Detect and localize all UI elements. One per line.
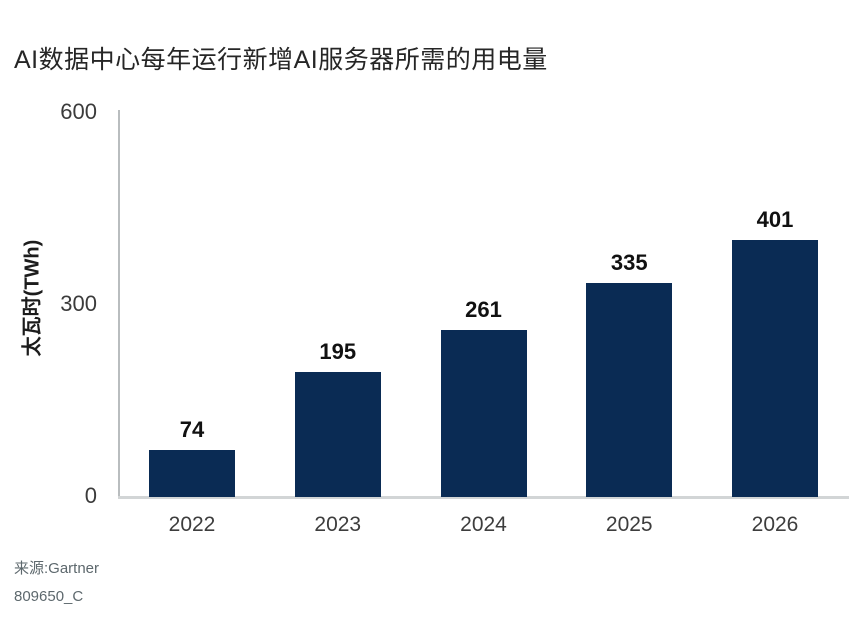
bar xyxy=(149,450,235,497)
x-axis-tick-label: 2023 xyxy=(314,513,362,536)
y-axis-tick-label: 600 xyxy=(60,99,97,124)
bar-value-label: 335 xyxy=(610,250,648,275)
x-axis-tick-label: 2026 xyxy=(751,513,799,536)
bar xyxy=(732,240,818,497)
x-axis-tick-label: 2022 xyxy=(168,513,216,536)
bar-group-2026: 401 2026 xyxy=(732,112,818,536)
bar-plot-area: 74 2022 195 2023 261 2024 335 2025 401 2026 xyxy=(149,112,818,536)
bar-group-2022: 74 2022 xyxy=(149,112,235,536)
bar-value-label: 195 xyxy=(319,339,357,364)
document-id: 809650_C xyxy=(14,588,84,605)
y-axis-tick-label: 300 xyxy=(60,291,97,316)
chart-title: AI数据中心每年运行新增AI服务器所需的用电量 xyxy=(14,46,548,74)
bar xyxy=(586,283,673,497)
bar xyxy=(440,330,527,497)
y-axis-tick-label: 0 xyxy=(84,483,97,508)
bar-value-label: 74 xyxy=(179,417,205,442)
source-label: 来源:Gartner xyxy=(14,560,100,577)
bar xyxy=(294,372,381,497)
bar-value-label: 261 xyxy=(465,297,502,322)
x-axis-line xyxy=(118,496,849,499)
x-axis-tick-label: 2024 xyxy=(460,513,507,536)
bar-group-2025: 335 2025 xyxy=(586,112,673,536)
x-axis-tick-label: 2025 xyxy=(605,513,653,536)
bar-value-label: 401 xyxy=(756,207,794,232)
bar-group-2024: 261 2024 xyxy=(440,112,527,536)
y-axis-line xyxy=(118,110,120,498)
bar-group-2023: 195 2023 xyxy=(294,112,381,536)
